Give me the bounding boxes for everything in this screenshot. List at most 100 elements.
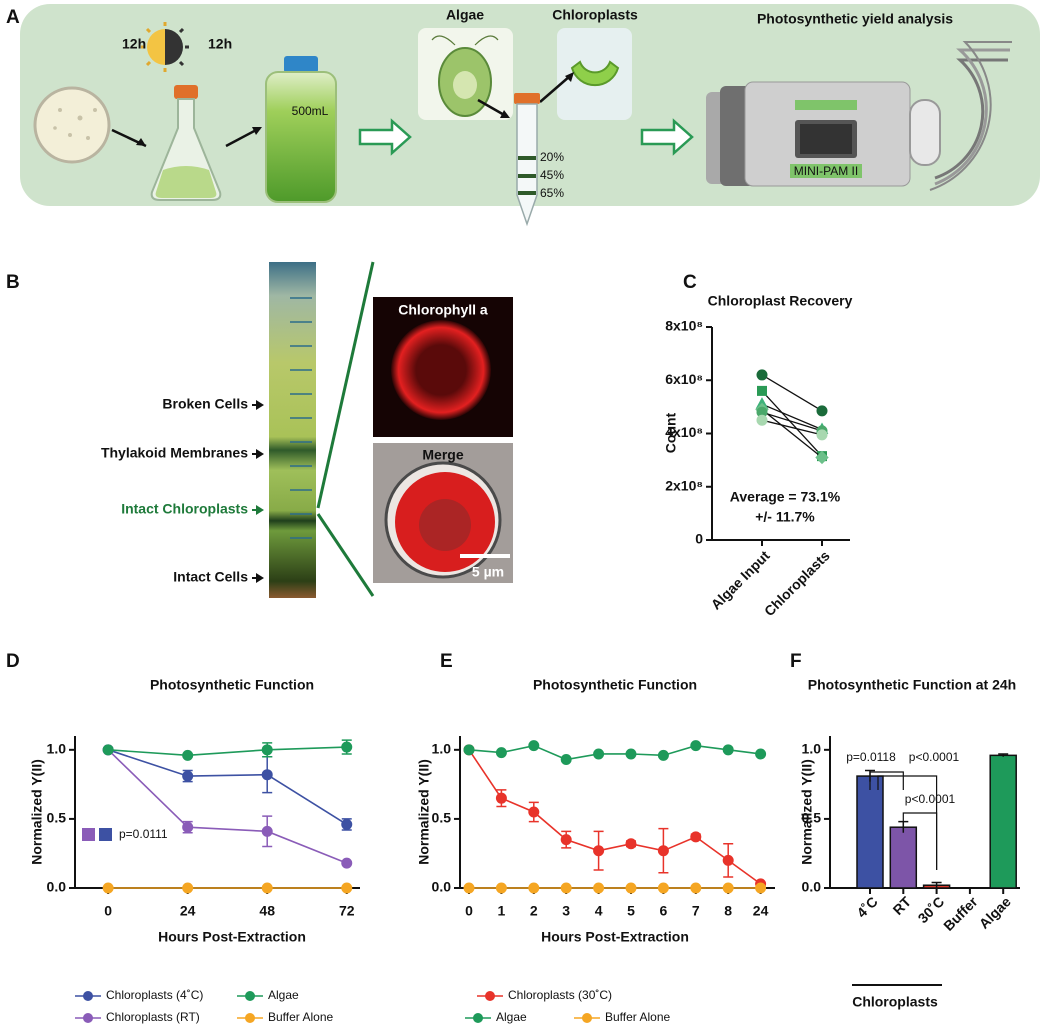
marker: [528, 806, 540, 818]
y-tick-label: 4x10⁸: [665, 424, 703, 440]
x-tick-label: 24: [180, 903, 196, 919]
y-axis-label: Normalized Y(II): [799, 759, 815, 865]
marker: [261, 769, 273, 781]
y-tick-label: 0.0: [432, 879, 452, 895]
marker: [722, 854, 734, 866]
x-tick-label: 5: [627, 903, 635, 919]
marker: [528, 740, 540, 752]
panel-label: F: [790, 651, 802, 672]
marker: [341, 882, 353, 894]
gradient-label: 65%: [540, 186, 564, 200]
marker: [755, 748, 767, 760]
fraction-label: Thylakoid Membranes: [101, 445, 248, 461]
x-tick-label: 1: [498, 903, 506, 919]
marker: [625, 748, 637, 760]
x-tick-label: 24: [753, 903, 769, 919]
chloroplasts-title: Chloroplasts: [552, 7, 638, 23]
pair-line: [761, 390, 823, 457]
marker: [690, 882, 702, 894]
algae-title: Algae: [446, 7, 484, 23]
panel-label: B: [6, 272, 20, 293]
pair-line: [761, 374, 823, 412]
legend-marker: [473, 1013, 483, 1023]
fraction-arrows: [252, 400, 264, 583]
gradient-bands: [518, 156, 536, 195]
y-tick-label: 1.0: [47, 741, 67, 757]
error-bar: [998, 753, 1009, 757]
colonies: [53, 108, 97, 140]
marker: [341, 857, 353, 869]
pam-device: [706, 41, 1012, 191]
dark-label: 12h: [208, 36, 232, 52]
marker: [722, 744, 734, 756]
annotation: Average = 73.1%: [730, 489, 841, 505]
marker: [593, 882, 605, 894]
marker: [261, 825, 273, 837]
algae-nucleus: [453, 71, 477, 99]
x-tick-label: Algae Input: [708, 547, 773, 612]
y-tick-label: 1.0: [802, 741, 822, 757]
x-tick-label: Buffer: [940, 893, 981, 934]
y-tick-label: 6x10⁸: [665, 371, 703, 387]
pair-line: [761, 411, 823, 432]
y-tick-label: 0.5: [802, 810, 822, 826]
marker: [560, 834, 572, 846]
tube-graduations: [290, 297, 312, 539]
fraction-label: Broken Cells: [162, 396, 248, 412]
marker: [757, 385, 767, 396]
marker: [341, 818, 353, 830]
marker: [625, 838, 637, 850]
marker: [495, 882, 507, 894]
y-tick-label: 0: [695, 531, 703, 547]
annotation: p=0.0111: [119, 827, 168, 841]
annotation-swatch: [99, 828, 112, 841]
gradient-label: 45%: [540, 168, 564, 182]
light-label: 12h: [122, 36, 146, 52]
x-axis-label: Hours Post-Extraction: [541, 929, 689, 945]
process-arrow: [640, 118, 694, 156]
stain-label: Chlorophyll a: [398, 302, 488, 318]
x-tick-label: 72: [339, 903, 355, 919]
significance-bracket: [902, 812, 938, 870]
chloroplast-core: [419, 499, 471, 551]
marker: [560, 882, 572, 894]
significance-label: p=0.0118: [846, 750, 896, 764]
gradient-label: 20%: [540, 150, 564, 164]
x-tick-label: 48: [259, 903, 275, 919]
marker: [756, 414, 768, 426]
x-tick-label: Algae: [976, 893, 1014, 931]
y-tick-label: 8x10⁸: [665, 318, 703, 334]
marker: [102, 744, 114, 756]
legend-marker: [485, 991, 495, 1001]
petri-dish: [33, 86, 111, 164]
flagella: [431, 35, 499, 46]
x-tick-label: RT: [890, 893, 915, 918]
x-tick-label: 7: [692, 903, 700, 919]
legend-label: Buffer Alone: [605, 1010, 670, 1024]
error-bar: [931, 881, 942, 888]
marker: [756, 369, 768, 381]
marker: [625, 882, 637, 894]
legend-label: Chloroplasts (RT): [106, 1010, 200, 1024]
scale-bar-label: 5 µm: [472, 564, 504, 580]
series-line: [108, 746, 347, 757]
marker: [463, 744, 475, 756]
pair-line: [761, 419, 823, 436]
marker: [341, 741, 353, 753]
pair-line: [761, 409, 823, 458]
x-tick-label: 6: [660, 903, 668, 919]
fraction-label: Intact Cells: [173, 569, 248, 585]
marker: [495, 747, 507, 759]
chloroplast: [570, 60, 620, 87]
arrow-head: [252, 127, 262, 135]
chart-title: Photosynthetic Function: [150, 677, 314, 693]
marker: [593, 748, 605, 760]
bottle: [265, 71, 337, 203]
panel-label: E: [440, 651, 453, 672]
significance-label: p<0.0001: [909, 750, 960, 764]
marker: [182, 749, 194, 761]
annotation-swatch: [82, 828, 95, 841]
marker: [690, 831, 702, 843]
significance-bracket: [869, 771, 904, 790]
